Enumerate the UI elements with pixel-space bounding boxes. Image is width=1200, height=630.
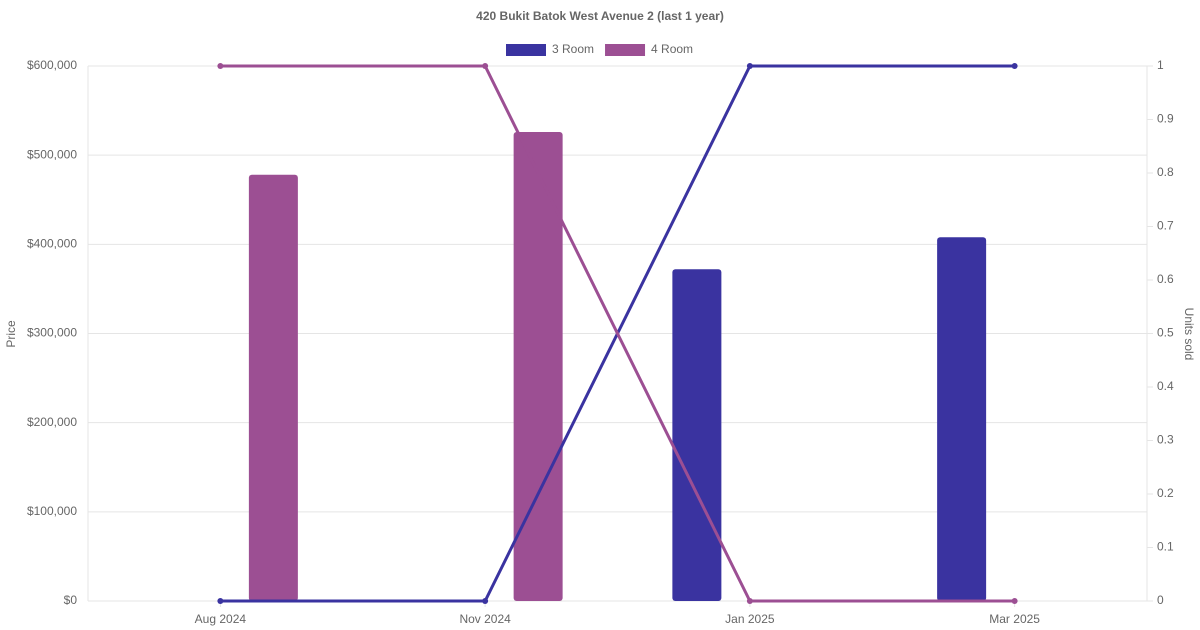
y-tick-label: $200,000 <box>27 415 77 429</box>
line-point <box>746 598 753 604</box>
line-point <box>482 598 489 604</box>
legend-swatch <box>506 44 546 56</box>
line-point <box>746 63 753 69</box>
y-tick-label: $400,000 <box>27 237 77 251</box>
line-point <box>482 63 489 69</box>
line <box>220 64 1015 603</box>
y2-tick-label: 0.2 <box>1157 486 1174 500</box>
x-tick-label: Mar 2025 <box>989 612 1040 626</box>
y2-tick-label: 0.3 <box>1157 433 1174 447</box>
y-tick-label: $600,000 <box>27 58 77 72</box>
y2-tick-label: 0.9 <box>1157 112 1174 126</box>
bar <box>513 131 563 601</box>
y2-tick-label: 0.4 <box>1157 379 1174 393</box>
y2-tick-label: 0 <box>1157 593 1164 607</box>
y2-axis-title: Units sold <box>1182 308 1196 361</box>
y-tick-label: $500,000 <box>27 147 77 161</box>
y2-tick-label: 0.8 <box>1157 165 1174 179</box>
x-tick-label: Jan 2025 <box>725 612 775 626</box>
line-point <box>1011 598 1018 604</box>
line-point <box>217 63 224 69</box>
bar <box>248 174 298 602</box>
bar <box>937 237 987 601</box>
line-point <box>217 598 224 604</box>
legend-swatch <box>605 44 646 56</box>
y2-tick-label: 0.7 <box>1157 219 1174 233</box>
y2-tick-label: 0.1 <box>1157 540 1174 554</box>
y2-tick-label: 0.6 <box>1157 272 1174 286</box>
line-point <box>1011 63 1018 69</box>
y2-tick-label: 0.5 <box>1157 326 1174 340</box>
y2-tick-label: 1 <box>1157 58 1164 72</box>
y-tick-label: $300,000 <box>27 326 77 340</box>
x-tick-label: Nov 2024 <box>459 612 511 626</box>
chart-title: 420 Bukit Batok West Avenue 2 (last 1 ye… <box>476 9 724 23</box>
bar <box>672 269 722 601</box>
y-tick-label: $100,000 <box>27 504 77 518</box>
legend-label: 3 Room <box>552 42 594 56</box>
y-tick-label: $0 <box>64 593 78 607</box>
y-axis-title: Price <box>4 320 18 348</box>
legend-label: 4 Room <box>651 42 693 56</box>
x-tick-label: Aug 2024 <box>195 612 247 626</box>
